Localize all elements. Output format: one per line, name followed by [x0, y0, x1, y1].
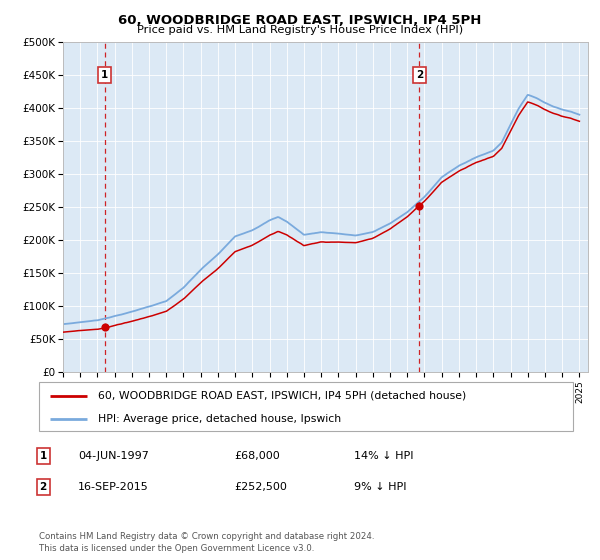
Text: £252,500: £252,500 [234, 482, 287, 492]
Text: 1: 1 [101, 70, 109, 80]
Text: 1: 1 [40, 451, 47, 461]
Text: 2: 2 [40, 482, 47, 492]
Text: HPI: Average price, detached house, Ipswich: HPI: Average price, detached house, Ipsw… [98, 414, 341, 424]
Text: 16-SEP-2015: 16-SEP-2015 [78, 482, 149, 492]
Text: 2: 2 [416, 70, 423, 80]
Text: Contains HM Land Registry data © Crown copyright and database right 2024.
This d: Contains HM Land Registry data © Crown c… [39, 532, 374, 553]
Point [415, 201, 424, 210]
Point [100, 323, 110, 332]
Text: 60, WOODBRIDGE ROAD EAST, IPSWICH, IP4 5PH: 60, WOODBRIDGE ROAD EAST, IPSWICH, IP4 5… [118, 14, 482, 27]
Text: 60, WOODBRIDGE ROAD EAST, IPSWICH, IP4 5PH (detached house): 60, WOODBRIDGE ROAD EAST, IPSWICH, IP4 5… [98, 391, 466, 401]
Text: 04-JUN-1997: 04-JUN-1997 [78, 451, 149, 461]
Text: 14% ↓ HPI: 14% ↓ HPI [354, 451, 413, 461]
Text: £68,000: £68,000 [234, 451, 280, 461]
Text: 9% ↓ HPI: 9% ↓ HPI [354, 482, 407, 492]
Text: Price paid vs. HM Land Registry's House Price Index (HPI): Price paid vs. HM Land Registry's House … [137, 25, 463, 35]
